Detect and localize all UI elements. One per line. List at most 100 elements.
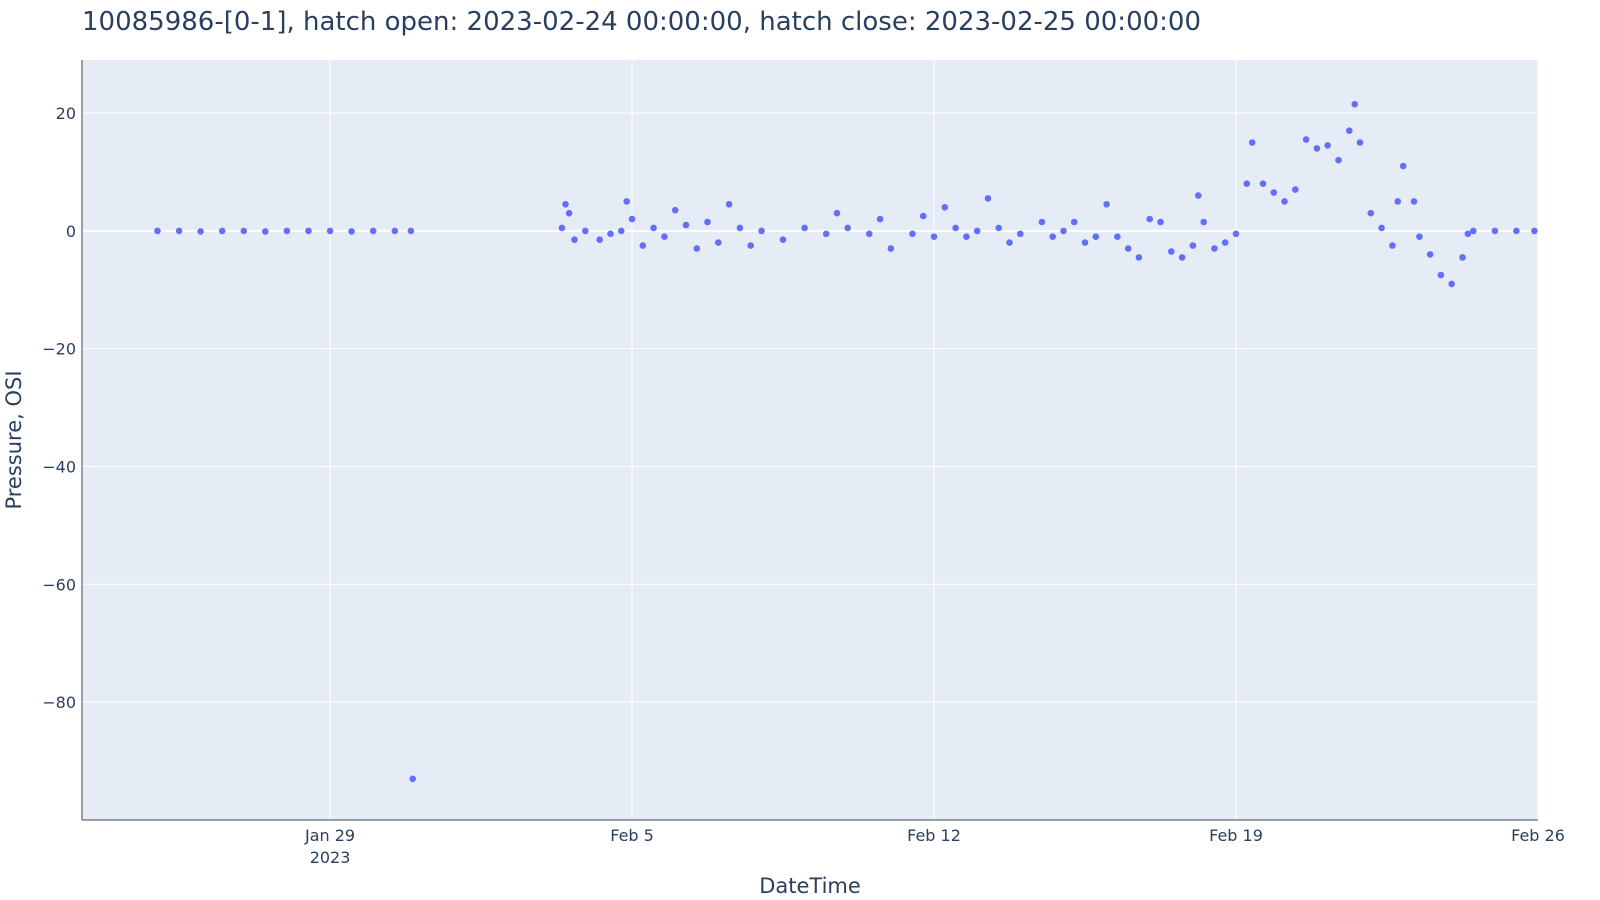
plot-area — [82, 60, 1538, 820]
data-point — [571, 236, 578, 243]
data-point — [1168, 248, 1175, 255]
data-point — [1459, 254, 1466, 261]
data-point — [887, 245, 895, 252]
y-tick-label: −80 — [42, 693, 76, 712]
data-point — [1410, 198, 1418, 205]
data-point — [607, 230, 614, 238]
data-point — [822, 230, 830, 238]
data-point — [833, 209, 841, 217]
data-point — [1248, 139, 1256, 146]
data-point — [1189, 242, 1197, 249]
x-tick-sublabel: 2023 — [310, 848, 351, 867]
x-tick-label: Feb 19 — [1209, 826, 1263, 845]
data-point — [693, 245, 701, 252]
data-point — [1324, 142, 1331, 149]
data-point — [154, 227, 161, 235]
data-point — [876, 215, 884, 223]
y-tick-label: −20 — [42, 340, 76, 359]
data-point — [801, 224, 808, 232]
data-point — [1346, 127, 1353, 134]
x-tick-label: Feb 26 — [1511, 826, 1565, 845]
data-point — [1399, 162, 1407, 170]
grid — [82, 60, 1539, 820]
data-point — [1437, 271, 1445, 279]
data-point — [1124, 245, 1132, 252]
data-point — [623, 198, 630, 205]
data-point — [218, 227, 226, 235]
data-point — [650, 224, 657, 232]
chart-title: 10085986-[0-1], hatch open: 2023-02-24 0… — [82, 7, 1201, 37]
data-point — [240, 227, 248, 235]
data-point — [1006, 239, 1013, 246]
data-point — [1513, 227, 1520, 235]
x-tick-label: Feb 5 — [610, 826, 654, 845]
data-point — [407, 227, 415, 235]
data-point — [866, 230, 873, 238]
data-point — [973, 227, 981, 235]
data-point — [1313, 145, 1321, 152]
data-point — [1092, 233, 1100, 240]
data-point — [1232, 230, 1240, 238]
data-point — [747, 242, 754, 249]
data-point — [1114, 233, 1121, 240]
data-point — [1531, 227, 1538, 235]
data-point — [1470, 227, 1477, 235]
data-point — [736, 224, 744, 232]
x-axis-title: DateTime — [759, 874, 861, 898]
data-point — [984, 195, 992, 202]
data-point — [1157, 218, 1164, 226]
data-point — [283, 227, 291, 235]
data-point — [1426, 251, 1434, 258]
data-point — [1178, 254, 1186, 261]
data-point — [197, 228, 204, 235]
data-points — [154, 100, 1538, 783]
x-tick-label: Jan 29 — [304, 826, 355, 845]
data-point — [952, 224, 959, 232]
data-point — [596, 236, 603, 243]
data-point — [175, 227, 183, 235]
y-tick-label: −40 — [42, 458, 76, 477]
x-tick-label: Feb 12 — [907, 826, 961, 845]
data-point — [562, 201, 569, 208]
data-point — [1281, 198, 1288, 205]
data-point — [628, 215, 636, 223]
data-point — [618, 227, 625, 235]
data-point — [1060, 227, 1067, 235]
data-point — [758, 227, 765, 235]
data-point — [1292, 186, 1299, 193]
y-axis-title: Pressure, OSI — [2, 370, 26, 509]
data-point — [262, 228, 269, 235]
data-point — [1017, 230, 1024, 238]
data-point — [326, 227, 334, 235]
data-point — [391, 227, 399, 235]
data-point — [1200, 218, 1207, 226]
data-point — [725, 201, 733, 208]
data-point — [671, 206, 679, 214]
data-point — [1351, 100, 1358, 108]
data-point — [1081, 239, 1089, 246]
data-point — [779, 236, 787, 243]
data-point — [1356, 139, 1364, 146]
data-point — [409, 775, 417, 783]
data-point — [1211, 245, 1218, 252]
data-point — [704, 218, 711, 226]
data-point — [558, 224, 566, 232]
data-point — [1221, 239, 1229, 246]
data-point — [930, 233, 938, 240]
data-point — [919, 212, 927, 220]
data-point — [1135, 254, 1143, 261]
data-point — [582, 227, 589, 235]
data-point — [1049, 233, 1056, 240]
data-point — [1389, 242, 1396, 249]
data-point — [844, 224, 851, 232]
data-point — [941, 204, 949, 211]
data-point — [1394, 198, 1402, 205]
data-point — [1103, 201, 1110, 208]
data-point — [909, 230, 916, 238]
data-point — [369, 227, 377, 235]
data-point — [565, 209, 573, 217]
data-point — [1416, 233, 1423, 240]
data-point — [715, 239, 722, 246]
y-tick-label: 20 — [56, 104, 76, 123]
y-tick-label: −60 — [42, 575, 76, 594]
